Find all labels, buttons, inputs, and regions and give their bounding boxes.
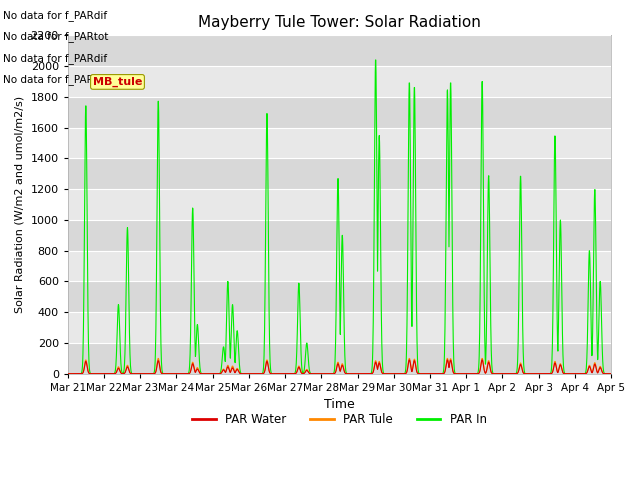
Bar xyxy=(68,343,611,374)
Title: Mayberry Tule Tower: Solar Radiation: Mayberry Tule Tower: Solar Radiation xyxy=(198,15,481,30)
Legend: PAR Water, PAR Tule, PAR In: PAR Water, PAR Tule, PAR In xyxy=(188,408,492,431)
Bar xyxy=(68,97,611,128)
Text: MB_tule: MB_tule xyxy=(93,77,142,87)
Bar xyxy=(68,281,611,312)
Bar xyxy=(68,36,611,66)
Bar xyxy=(68,158,611,189)
Text: No data for f_PARtot: No data for f_PARtot xyxy=(3,31,109,42)
Y-axis label: Solar Radiation (W/m2 and umol/m2/s): Solar Radiation (W/m2 and umol/m2/s) xyxy=(15,96,25,313)
X-axis label: Time: Time xyxy=(324,398,355,411)
Text: No data for f_PARdif: No data for f_PARdif xyxy=(3,10,108,21)
Text: No data for f_PARdif: No data for f_PARdif xyxy=(3,53,108,64)
Bar xyxy=(68,220,611,251)
Text: No data for f_PARtot: No data for f_PARtot xyxy=(3,74,109,85)
